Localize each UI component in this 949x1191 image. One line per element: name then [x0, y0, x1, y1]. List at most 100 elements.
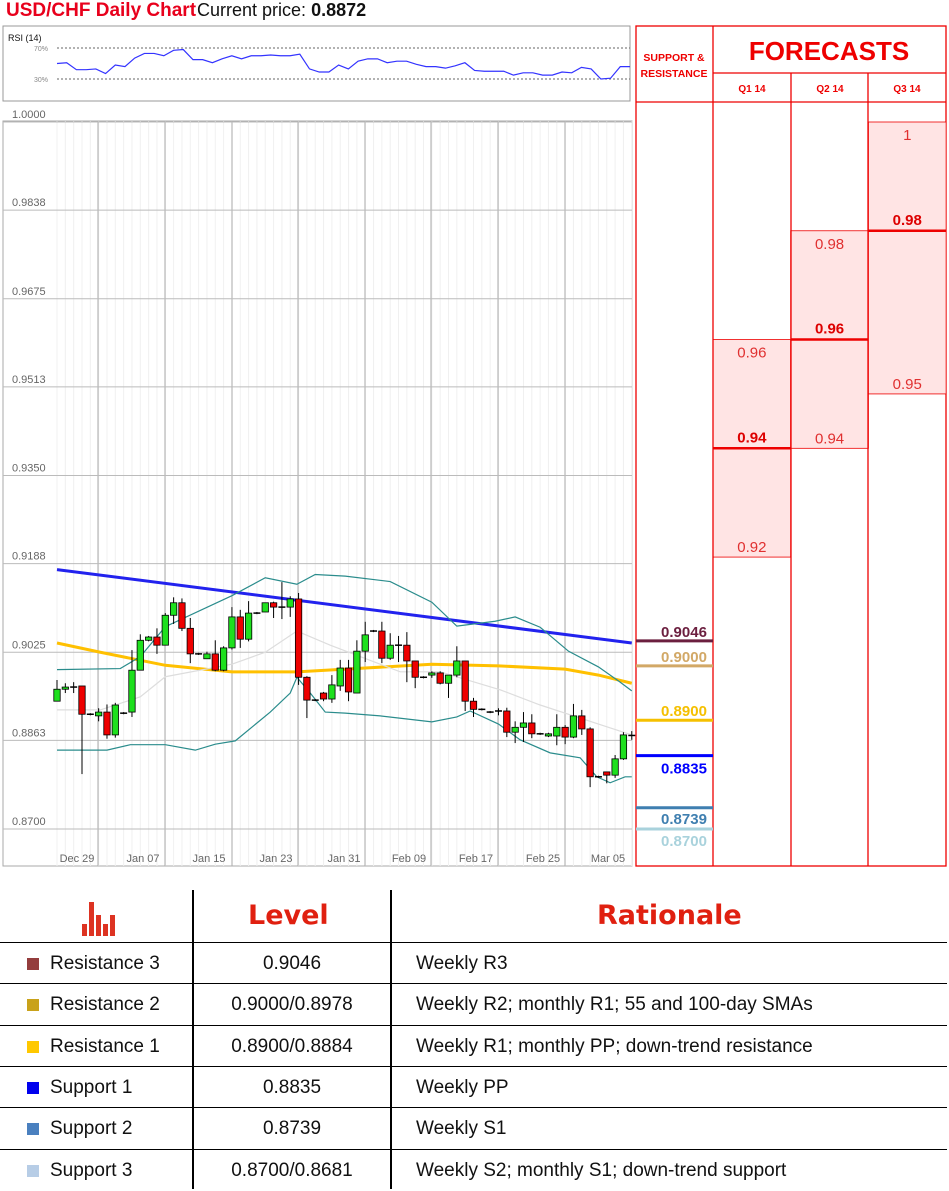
candle [353, 640, 361, 694]
level-rationale: Weekly R3 [416, 953, 508, 974]
y-tick-label: 0.8863 [12, 727, 46, 739]
level-value: 0.8835 [262, 1076, 322, 1098]
bollinger-middle [57, 630, 632, 736]
x-tick-label: Jan 31 [327, 853, 360, 865]
sr-header-line2: RESISTANCE [641, 68, 708, 80]
candle-body [211, 653, 219, 671]
candle [328, 675, 336, 703]
candle-body [619, 734, 628, 760]
level-name: Support 1 [50, 1076, 133, 1098]
level-header: Level [248, 900, 329, 931]
candle [536, 732, 544, 735]
candle [219, 646, 228, 672]
candle-body [436, 672, 444, 684]
x-tick-label: Dec 29 [60, 853, 95, 865]
candle [103, 704, 111, 739]
candle [294, 592, 303, 685]
candle [403, 632, 411, 683]
y-tick-label: 0.9838 [12, 197, 46, 209]
level-value: 0.8700/0.8681 [231, 1159, 353, 1181]
candle-body [236, 616, 244, 640]
candle-body [95, 711, 103, 717]
candle-body [428, 672, 436, 676]
candle-body [128, 669, 136, 713]
rsi-tick-30: 30% [34, 77, 48, 84]
sr-level-label: 0.9046 [661, 624, 707, 641]
level-color-swatch [27, 1123, 39, 1136]
candle [145, 635, 153, 642]
candle-body [261, 602, 269, 613]
candle-body [611, 758, 619, 776]
candle-body [78, 685, 86, 715]
forecast-high-label: 0.98 [815, 236, 844, 253]
candle [344, 659, 353, 702]
candle-body [170, 602, 178, 616]
candle [503, 707, 511, 738]
candle [628, 731, 636, 740]
candle [553, 714, 561, 746]
candle [303, 676, 311, 719]
candle-body [186, 627, 194, 655]
forecasts-title: FORECASTS [749, 36, 909, 66]
forecast-median-label: 0.94 [737, 429, 767, 446]
rsi-title: RSI (14) [8, 33, 42, 43]
candle [411, 660, 419, 689]
table-row: Resistance 2 0.9000/0.8978 Weekly R2; mo… [0, 983, 947, 1025]
forecast-median-label: 0.96 [815, 321, 844, 338]
candle [286, 596, 294, 617]
candle [569, 703, 578, 739]
candle-body [469, 700, 478, 710]
level-rationale: Weekly R2; monthly R1; 55 and 100-day SM… [416, 994, 813, 1016]
candle-body [511, 726, 519, 733]
rationale-header: Rationale [597, 900, 742, 931]
candle [61, 683, 69, 694]
candle [386, 633, 394, 660]
candle [578, 709, 586, 735]
level-rationale: Weekly R1; monthly PP; down-trend resist… [416, 1035, 813, 1057]
candle [78, 685, 86, 775]
candle [319, 691, 328, 702]
y-tick-label: 0.9350 [12, 463, 46, 475]
y-tick-label: 0.9513 [12, 374, 46, 386]
candle [603, 771, 611, 784]
candle-body [361, 634, 369, 652]
table-row: Support 2 0.8739 Weekly S1 [0, 1107, 947, 1149]
candle-body [553, 726, 561, 737]
x-tick-label: Feb 17 [459, 853, 493, 865]
candle [178, 598, 186, 632]
candle-body [544, 733, 553, 737]
candle [261, 602, 269, 613]
y-tick-label: 0.9025 [12, 639, 46, 651]
y-tick-label: 0.9675 [12, 286, 46, 298]
sr-level-label: 0.8739 [661, 811, 707, 828]
table-row: Support 1 0.8835 Weekly PP [0, 1065, 947, 1108]
forecast-low-label: 0.92 [737, 539, 766, 556]
candle-body [303, 676, 311, 701]
sr-header-line1: SUPPORT & [643, 52, 705, 64]
level-color-swatch [27, 1081, 39, 1094]
current-price: Current price: 0.8872 [197, 0, 366, 21]
x-tick-label: Mar 05 [591, 853, 625, 865]
level-name: Support 2 [50, 1118, 133, 1140]
candle [211, 640, 219, 672]
candle-body [578, 715, 586, 730]
candle [594, 775, 602, 778]
candle [428, 671, 436, 678]
forecast-median-label: 0.98 [893, 212, 922, 229]
candle-body [461, 660, 469, 702]
candle-body [603, 771, 611, 776]
candle-body [111, 704, 119, 736]
candle-body [586, 728, 594, 778]
candle-body [561, 726, 569, 738]
candle-body [286, 598, 294, 608]
level-name: Resistance 1 [50, 1035, 160, 1057]
chart-area: RSI (14) 70% 30% 1.00000.98380.96750.951… [2, 25, 947, 867]
candle [611, 755, 619, 778]
candle-body [294, 598, 303, 678]
candle-body [403, 644, 411, 662]
candle-body [328, 684, 336, 700]
candle-body [103, 711, 111, 736]
sma-200-line [56, 568, 632, 645]
x-tick-label: Jan 15 [192, 853, 225, 865]
bar-chart-icon [82, 902, 115, 936]
